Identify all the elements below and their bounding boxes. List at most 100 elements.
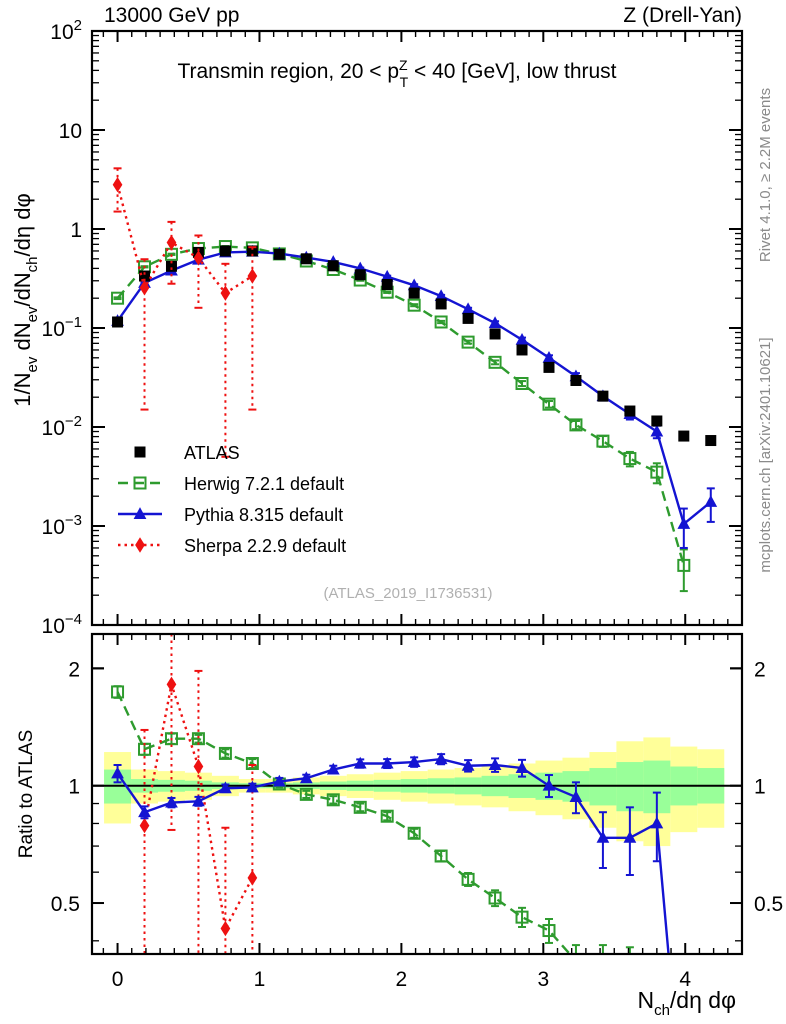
marker-square-filled [651,415,663,427]
marker-square-open [515,910,529,924]
x-tick-label: 0 [112,968,124,991]
marker-square-open [326,793,340,807]
marker-triangle-filled [515,761,529,773]
marker-diamond-filled [139,280,150,296]
marker-triangle-filled [623,830,637,843]
marker-triangle-filled [542,350,556,363]
marker-diamond-filled [220,285,231,301]
marker-square-open [380,809,394,823]
marker-square-open [650,465,664,479]
marker-square-open [569,418,583,432]
ratio-y-tick-label-right: 0.5 [754,893,783,916]
x-tick-label: 3 [537,968,549,991]
y-axis-label: 1/Nev dNev/dNch/dη dφ [10,193,41,406]
marker-square-filled [134,446,146,458]
series-line [116,245,685,566]
x-axis-label: Nch/dη dφ [637,987,736,1019]
marker-square-filled [273,248,285,260]
marker-triangle-filled [111,766,124,779]
marker-diamond-filled [139,817,150,834]
marker-diamond-filled [166,676,177,693]
marker-triangle-filled [434,752,448,765]
ratio-y-tick-label-right: 2 [754,658,766,681]
marker-diamond-filled [247,268,258,284]
marker-square-filled [516,344,528,356]
marker-square-open [461,872,475,886]
marker-square-open [111,685,125,699]
marker-triangle-filled [133,507,147,519]
marker-triangle-filled [165,795,178,808]
marker-triangle-filled [138,805,151,818]
marker-square-open [488,355,502,369]
marker-triangle-filled [542,778,556,791]
marker-square-filled [246,245,258,257]
marker-square-open [434,849,448,863]
marker-triangle-filled [326,762,340,775]
marker-diamond-filled [220,920,231,937]
marker-triangle-filled [569,790,583,803]
marker-diamond-filled [112,177,123,193]
marker-diamond-filled [166,234,177,251]
marker-square-open [299,787,313,801]
marker-square-open [596,434,610,448]
marker-square-filled [381,279,393,291]
marker-square-open [245,757,259,771]
marker-square-filled [408,287,420,299]
legend-label: Pythia 8.315 default [184,505,343,525]
marker-square-open [515,377,529,391]
marker-square-open [461,335,475,349]
marker-triangle-filled [245,780,259,793]
ratio-y-tick-label-right: 1 [754,776,766,799]
legend-entry: ATLAS [134,443,240,463]
x-tick-label: 4 [679,968,691,991]
ratio-series-pythia [111,752,670,954]
y-tick-label: 10−4 [42,611,82,638]
series-line [116,691,572,954]
marker-square-open [407,298,421,312]
marker-square-filled [624,405,636,417]
marker-triangle-filled [353,756,367,769]
main-series-sherpa [112,167,258,458]
y-tick-label: 10−1 [42,314,82,341]
marker-triangle-filled [650,816,664,829]
marker-square-filled [139,270,151,282]
marker-square-open [542,924,556,938]
legend-entry: Sherpa 2.2.9 default [118,536,346,556]
marker-triangle-filled [677,517,691,529]
marker-triangle-filled [407,755,421,767]
ratio-panel-series [111,634,670,954]
marker-triangle-filled [488,758,502,770]
marker-square-filled [543,361,555,373]
marker-square-open [542,397,556,411]
y-tick-label: 10−3 [42,512,82,539]
marker-triangle-filled [380,269,394,282]
marker-square-filled [165,260,177,272]
ratio-y-tick-label-left: 0.5 [51,893,80,916]
marker-triangle-filled [299,771,313,784]
ratio-y-tick-label-left: 1 [68,776,80,799]
analysis-id-watermark: (ATLAS_2019_I1736531) [323,585,492,602]
marker-diamond-filled [247,870,258,886]
y-tick-label: 1 [70,219,82,242]
marker-diamond-filled [193,758,204,775]
marker-square-filled [219,245,231,257]
marker-square-filled [570,374,582,386]
header-right-process: Z (Drell-Yan) [623,4,742,27]
x-tick-label: 2 [396,968,408,991]
marker-triangle-filled [515,332,529,345]
marker-square-filled [300,253,312,265]
mcplots-reference-sidetext: mcplots.cern.ch [arXiv:2401.10621] [757,337,774,572]
marker-triangle-filled [704,495,718,507]
header-left-beam: 13000 GeV pp [104,4,239,27]
ratio-y-axis-label: Ratio to ATLAS [16,730,37,859]
marker-triangle-filled [219,781,232,794]
ratio-panel-frame [90,632,744,956]
y-tick-label: 10−2 [42,413,82,440]
marker-square-filled [489,328,501,340]
marker-square-filled [705,435,717,447]
legend-label: ATLAS [184,443,240,463]
marker-square-open [218,746,232,760]
marker-triangle-filled [192,794,205,807]
